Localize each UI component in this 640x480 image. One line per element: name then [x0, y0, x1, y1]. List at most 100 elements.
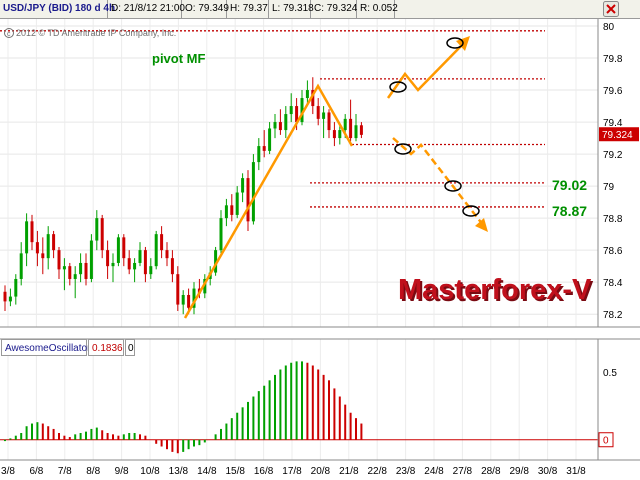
copyright-icon [4, 28, 14, 38]
candle-body [203, 278, 207, 294]
date-tick-label: 16/8 [254, 466, 274, 477]
brand-text: Masterforex-V [398, 274, 592, 306]
candle-body [257, 146, 261, 163]
candle-body [111, 262, 115, 267]
zigzag-line [183, 83, 354, 319]
target-ellipse-mid [394, 143, 412, 155]
close-chart-button[interactable] [603, 1, 619, 17]
bull-scenario-arrow [386, 43, 464, 99]
high-value: H: 79.37 [227, 0, 269, 18]
date-tick-label: 14/8 [197, 466, 217, 477]
price-tick-label: 78.8 [603, 214, 623, 225]
symbol-label[interactable]: USD/JPY (BID) 180 d 4h [0, 0, 115, 18]
price-tick-label: 79.2 [603, 150, 623, 161]
candle-body [295, 106, 299, 123]
candle-body [316, 106, 320, 119]
close-icon [603, 1, 619, 17]
chart-text: c 2012 © TD Ameritrade IP Company, Inc. … [4, 28, 594, 308]
candle-body [57, 250, 61, 270]
candle-body [289, 106, 293, 115]
date-tick-label: 24/8 [424, 466, 444, 477]
candle-body [349, 118, 353, 139]
target-ellipse-79-02 [444, 180, 462, 192]
candle-body [106, 250, 110, 267]
candle-body [354, 125, 358, 139]
osc-zero-label: 0 [603, 436, 609, 447]
pivot-label: pivot MF [152, 51, 205, 66]
candle-body [41, 253, 45, 259]
quote-header: USD/JPY (BID) 180 d 4h D: 21/8/12 21:00 … [0, 0, 640, 19]
last-price-marker: 79.324 [599, 127, 639, 142]
range-value: R: 0.052 [357, 0, 398, 18]
date-tick-label: 20/8 [311, 466, 331, 477]
oscillator-value: 0.1836 [88, 339, 124, 356]
candle-body [327, 112, 331, 131]
copyright-text: 2012 © TD Ameritrade IP Company, Inc. [16, 28, 176, 38]
date-tick-label: 30/8 [538, 466, 558, 477]
axes: 78.2 78.4 78.6 78.8 79 79.2 79.4 79.6 79.8 80 0.5… [0, 18, 640, 477]
candle-body [19, 253, 23, 279]
date-tick-label: 21/8 [339, 466, 359, 477]
date-tick-label: 6/8 [29, 466, 43, 477]
date-tick-label: 27/8 [453, 466, 473, 477]
date-tick-label: 15/8 [225, 466, 245, 477]
candle-body [241, 178, 245, 193]
candle-body [332, 130, 336, 139]
price-tick-label: 79.6 [603, 86, 623, 97]
bear-scenario-arrow [392, 137, 484, 226]
candle-body [262, 146, 266, 151]
candle-body [176, 274, 180, 305]
candle-body [30, 221, 34, 243]
osc-zero-marker [598, 432, 614, 448]
date-tick-label: 10/8 [140, 466, 160, 477]
candle-body [170, 258, 174, 275]
brand-text-shadow: Masterforex-V [400, 276, 594, 308]
open-value: O: 79.349 [182, 0, 229, 18]
candle-body [219, 218, 223, 251]
candle-body [68, 266, 72, 279]
date-tick-label: 13/8 [169, 466, 189, 477]
candle-body [138, 250, 142, 263]
candle-body [359, 125, 363, 135]
candle-body [273, 122, 277, 129]
candle-body [3, 291, 7, 302]
oscillator-name[interactable]: AwesomeOscillator [1, 339, 90, 356]
candle-body [89, 240, 93, 279]
price-tick-label: 78.2 [603, 310, 623, 321]
date-tick-label: 9/8 [115, 466, 129, 477]
candle-body [187, 294, 191, 308]
candle-body [52, 234, 56, 251]
candle-body [95, 218, 99, 241]
last-price-box [599, 127, 639, 142]
price-tick-label: 79.8 [603, 54, 623, 65]
candle-body [79, 262, 83, 275]
candle-body [343, 118, 347, 131]
date-tick-label: 8/8 [86, 466, 100, 477]
price-tick-label: 78.6 [603, 246, 623, 257]
candles [3, 77, 363, 315]
candle-body [214, 250, 218, 273]
date-tick-label: 28/8 [481, 466, 501, 477]
candle-body [268, 128, 272, 151]
candle-body [235, 192, 239, 215]
candle-body [35, 242, 39, 254]
candle-body [251, 162, 255, 222]
candle-body [165, 250, 169, 259]
drawings [183, 36, 488, 319]
bar-date: D: 21/8/12 21:00 [108, 0, 185, 18]
candle-body [46, 234, 50, 259]
target-ellipse-pivot [389, 81, 407, 93]
candle-body [100, 218, 104, 251]
candle-body [311, 90, 315, 107]
price-tick-label: 79 [603, 182, 615, 193]
low-value: L: 79.318 [269, 0, 314, 18]
candle-body [338, 130, 342, 139]
last-price-label: 79.324 [602, 130, 633, 141]
candle-body [246, 178, 250, 222]
price-tick-labels: 78.2 78.4 78.6 78.8 79 79.2 79.4 79.6 79.8 80 [603, 22, 623, 321]
date-tick-label: 7/8 [58, 466, 72, 477]
candle-body [149, 266, 153, 275]
date-tick-label: 23/8 [396, 466, 416, 477]
price-tick-label: 79.4 [603, 118, 623, 129]
